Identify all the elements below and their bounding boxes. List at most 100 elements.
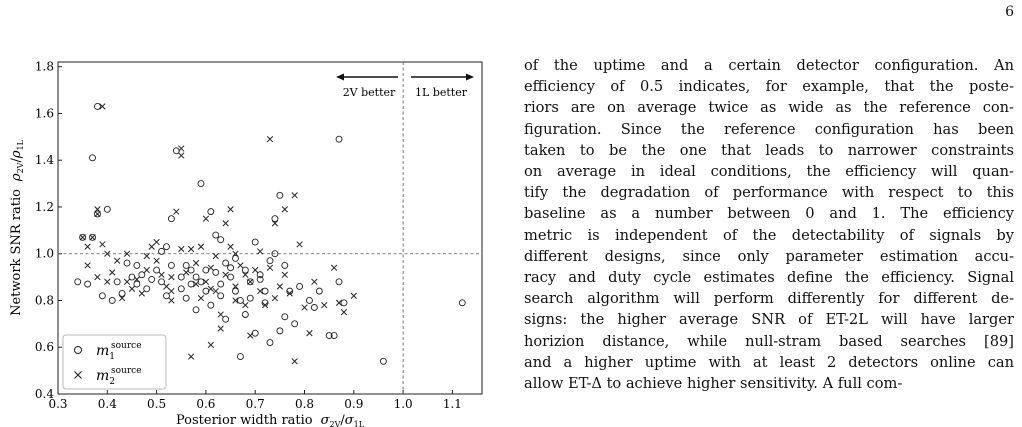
data-marks xyxy=(74,102,466,365)
data-point-m1 xyxy=(192,306,200,314)
text-line: signs: the higher average SNR of ET-2L w… xyxy=(524,311,1014,329)
data-point-m2 xyxy=(242,271,249,278)
y-tick-label: 1.0 xyxy=(35,247,54,261)
data-point-m2 xyxy=(114,257,121,264)
data-point-m2 xyxy=(138,290,145,297)
data-point-m1 xyxy=(133,280,141,288)
data-point-m2 xyxy=(168,273,175,281)
data-point-m2 xyxy=(128,285,136,292)
data-point-m2 xyxy=(281,206,288,213)
data-point-m1 xyxy=(281,261,289,269)
data-point-m2 xyxy=(123,250,131,257)
data-point-m2 xyxy=(237,262,244,269)
data-point-m1 xyxy=(217,280,225,288)
x-tick-label: 0.8 xyxy=(295,397,314,411)
data-point-m1 xyxy=(74,278,82,286)
data-point-m2 xyxy=(222,271,229,278)
data-point-m1 xyxy=(310,304,318,311)
data-point-m1 xyxy=(163,292,170,300)
data-point-m2 xyxy=(143,266,150,274)
data-point-m2 xyxy=(217,311,224,318)
data-point-m1 xyxy=(232,254,239,262)
data-point-m2 xyxy=(232,250,239,257)
data-point-m1 xyxy=(197,180,205,188)
data-point-m1 xyxy=(222,259,230,267)
legend-box xyxy=(62,334,167,390)
data-point-m1 xyxy=(330,332,338,339)
data-point-m2 xyxy=(197,294,205,302)
data-point-m1 xyxy=(158,247,165,255)
data-point-m2 xyxy=(222,220,229,227)
data-point-m1 xyxy=(79,233,87,241)
data-point-m2 xyxy=(118,294,126,302)
data-point-m1 xyxy=(167,261,175,269)
data-point-m2 xyxy=(109,269,116,276)
data-point-m2 xyxy=(311,278,318,285)
text-line: racy and duty cycle estimates define the… xyxy=(524,269,1014,287)
data-point-m1 xyxy=(325,332,333,339)
data-point-m1 xyxy=(256,271,264,279)
data-point-m1 xyxy=(217,236,225,244)
data-point-m2 xyxy=(99,241,106,248)
x-tick-label: 0.4 xyxy=(98,397,117,411)
data-point-m2 xyxy=(84,243,91,250)
text-line: horizion distance, while null-stram base… xyxy=(524,332,1014,350)
data-point-m2 xyxy=(183,269,190,276)
data-point-m2 xyxy=(247,278,254,285)
data-point-m1 xyxy=(163,243,170,251)
x-tick-label: 1.1 xyxy=(443,397,462,411)
text-line: efficiency of 0.5 indicates, for example… xyxy=(524,78,1014,96)
axis-ticks: 0.3 0.4 0.5 0.6 0.7 0.8 0.9 1.0 1.10.40.60.81.01… xyxy=(35,60,462,411)
data-point-m2 xyxy=(306,330,313,337)
data-point-m1 xyxy=(89,154,96,162)
data-point-m1 xyxy=(167,215,175,223)
data-point-m1 xyxy=(98,292,106,300)
x-tick-label: 1.0 xyxy=(394,397,413,411)
data-point-m2 xyxy=(301,304,308,311)
data-point-m1 xyxy=(276,191,284,199)
data-point-m2 xyxy=(192,259,200,267)
data-point-m1 xyxy=(207,208,215,216)
y-tick-label: 1.2 xyxy=(35,200,54,214)
data-point-m1 xyxy=(261,287,269,295)
data-point-m1 xyxy=(143,285,151,293)
data-point-m2 xyxy=(271,294,279,302)
data-point-m2 xyxy=(94,210,101,218)
data-point-m1 xyxy=(246,294,254,302)
data-point-m1 xyxy=(207,301,215,309)
data-point-m1 xyxy=(182,261,190,269)
text-line: baseline as a number between 0 and 1. Th… xyxy=(524,205,1014,223)
data-point-m1 xyxy=(133,261,141,269)
data-point-m2 xyxy=(173,208,180,215)
data-point-m2 xyxy=(217,325,224,332)
data-point-m2 xyxy=(207,341,214,349)
y-axis-label: Network SNR ratioρ2V/ρ1L xyxy=(9,139,25,316)
data-point-m1 xyxy=(256,275,264,283)
data-point-m2 xyxy=(335,299,343,306)
data-point-m2 xyxy=(89,234,96,241)
data-point-m1 xyxy=(340,299,348,307)
data-point-m1 xyxy=(266,257,274,265)
y-tick-label: 0.4 xyxy=(35,387,54,401)
data-point-m2 xyxy=(296,241,303,248)
data-point-m1 xyxy=(266,339,274,347)
text-line: taken to be the one that leads to narrow… xyxy=(524,141,1014,159)
legend-label-m2: m2source xyxy=(96,366,142,387)
data-point-m2 xyxy=(291,358,298,365)
data-point-m2 xyxy=(94,273,101,281)
annotation-2v-better: 2V better xyxy=(343,86,396,99)
data-point-m1 xyxy=(212,231,220,239)
data-point-m2 xyxy=(84,262,91,269)
data-point-m2 xyxy=(187,245,195,253)
page-number: 6 xyxy=(1005,4,1014,20)
data-point-m2 xyxy=(242,302,249,309)
data-point-m2 xyxy=(286,290,293,297)
data-point-m1 xyxy=(113,278,121,286)
x-tick-label: 0.6 xyxy=(196,397,215,411)
data-point-m2 xyxy=(276,283,284,290)
data-point-m1 xyxy=(212,268,220,276)
data-point-m1 xyxy=(271,250,279,258)
data-point-m1 xyxy=(118,290,126,297)
x-axis-label: Posterior width ratio σ2V/σ1L xyxy=(176,413,365,427)
text-line: allow ET-Δ to achieve higher sensitivity… xyxy=(524,375,903,393)
